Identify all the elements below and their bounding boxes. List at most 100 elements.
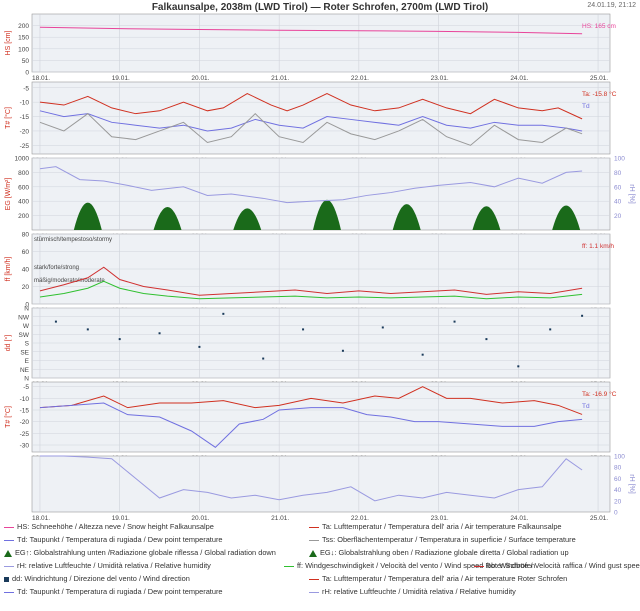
y-tick-label: 80 [22, 232, 30, 239]
legend-item: ff: Windgeschwindigkeit / Velocità del v… [284, 559, 535, 572]
legend-item: EG↓: Globalstrahlung oben / Radiazione g… [309, 546, 569, 559]
y-tick-label: -10 [20, 100, 30, 107]
x-tick-label: 24.01. [510, 75, 528, 82]
x-tick-label: 22.01. [351, 75, 369, 82]
legend-label: EG↑: Globalstrahlung unten /Radiazione g… [15, 548, 276, 557]
y2-axis-label: rH [%] [628, 474, 635, 494]
y-tick-label: -15 [20, 408, 30, 415]
legend-item: rH: relative Luftfeuchte / Umidità relat… [309, 585, 516, 598]
y-axis-label: HS [cm] [5, 31, 12, 56]
y-tick-label: NE [20, 367, 30, 374]
y-tick-label: 800 [18, 170, 29, 177]
dd-point [341, 349, 344, 352]
legend-swatch [309, 549, 317, 557]
y-tick-label: S [25, 341, 30, 348]
legend-item: Ta: Lufttemperatur / Temperatura dell' a… [309, 572, 567, 585]
x-tick-label: 24.01. [510, 515, 528, 520]
dd-point [485, 338, 488, 341]
x-tick-label: 21.01. [271, 75, 289, 82]
series-end-label: ff: 1.1 km/h [582, 243, 614, 250]
legend-swatch [4, 591, 14, 593]
y-tick-label: W [23, 323, 30, 330]
y-tick-label: -15 [20, 114, 30, 121]
x-tick-label: 19.01. [112, 515, 130, 520]
legend-swatch [309, 526, 319, 528]
legend-swatch [309, 578, 319, 580]
y2-tick-label: 100 [614, 156, 625, 163]
legend-label: ff: Windgeschwindigkeit / Velocità del v… [297, 561, 536, 570]
series-end-label: Td [582, 403, 590, 410]
y-tick-label: NW [18, 314, 30, 321]
x-tick-label: 22.01. [351, 515, 369, 520]
radiation-peak [552, 205, 581, 230]
y-tick-label: -20 [20, 128, 30, 135]
series-line-rh [39, 455, 583, 502]
series-end-label: Td [582, 103, 590, 110]
series-line-td [39, 402, 583, 448]
y-tick-label: N [24, 376, 29, 383]
legend-row: dd: Windrichtung / Direzione del vento /… [4, 572, 636, 585]
radiation-peak [312, 199, 341, 230]
dd-point [421, 353, 424, 356]
y-tick-label: -20 [20, 419, 30, 426]
dd-point [222, 312, 225, 315]
y-axis-label: ff [km/h] [5, 257, 12, 282]
wind-band-label: mäßig/moderato/moderate [34, 278, 105, 284]
y-tick-label: -5 [23, 384, 29, 391]
series-line-td [39, 110, 583, 132]
dd-point [118, 338, 121, 341]
y2-axis-label: rH [%] [628, 184, 635, 204]
y-tick-label: 400 [18, 199, 29, 206]
legend-row: rH: relative Luftfeuchte / Umidità relat… [4, 559, 640, 572]
wind-band-label: stark/forte/strong [34, 265, 79, 271]
y2-tick-label: 80 [614, 170, 622, 177]
legend-item: Td: Taupunkt / Temperatura di rugiada / … [4, 585, 223, 598]
legend-label: EG↓: Globalstrahlung oben / Radiazione g… [320, 548, 569, 557]
y-tick-label: 50 [22, 58, 30, 65]
legend-row: Td: Taupunkt / Temperatura di rugiada / … [4, 533, 636, 546]
y-tick-label: 20 [22, 284, 30, 291]
series-line-hs [39, 26, 583, 35]
legend-swatch [4, 549, 12, 557]
y-tick-label: -5 [23, 85, 29, 92]
dd-point [381, 326, 384, 329]
x-tick-label: 23.01. [431, 515, 449, 520]
dd-point [198, 345, 201, 348]
y-tick-label: -25 [20, 431, 30, 438]
y2-tick-label: 40 [614, 199, 622, 206]
y-tick-label: 200 [18, 213, 29, 220]
y-tick-label: SW [19, 332, 30, 339]
x-tick-label: 19.01. [112, 75, 130, 82]
series-line-tss [39, 112, 583, 146]
legend-item: Tss: Oberflächentemperatur / Temperatura… [309, 533, 576, 546]
y2-tick-label: 20 [614, 213, 622, 220]
series-line-ta [39, 92, 583, 120]
plots-svg: 18.01. 19.01. 20.01. 21.01. 22.01. 23.01. 24.0… [4, 13, 635, 520]
series-end-label: HS: 165 cm [582, 23, 616, 30]
timestamp: 24.01.19, 21:12 [587, 2, 636, 9]
legend-item: bb: Windböe / Velocità raffica / Wind gu… [474, 559, 640, 572]
legend-swatch [309, 539, 319, 541]
y-tick-label: 0 [25, 302, 29, 309]
y2-tick-label: 60 [614, 476, 622, 483]
y-tick-label: 60 [22, 249, 30, 256]
panel-frame [31, 455, 611, 513]
y-tick-label: -25 [20, 143, 30, 150]
y2-tick-label: 40 [614, 487, 622, 494]
panel-frame [31, 81, 611, 155]
legend-item: Td: Taupunkt / Temperatura di rugiada / … [4, 533, 223, 546]
y-tick-label: 150 [18, 35, 29, 42]
dd-point [453, 320, 456, 323]
y-tick-label: -10 [20, 396, 30, 403]
radiation-peak [392, 204, 421, 230]
dd-point [262, 357, 265, 360]
legend: HS: Schneehöhe / Altezza neve / Snow hei… [4, 520, 640, 598]
dd-point [158, 332, 161, 335]
dd-point [86, 328, 89, 331]
y-tick-label: 40 [22, 267, 30, 274]
radiation-peak [233, 208, 262, 230]
legend-label: rH: relative Luftfeuchte / Umidità relat… [322, 587, 516, 596]
wind-band-label: stürmisch/tempestoso/stormy [34, 237, 112, 243]
series-line-rh [39, 166, 583, 204]
